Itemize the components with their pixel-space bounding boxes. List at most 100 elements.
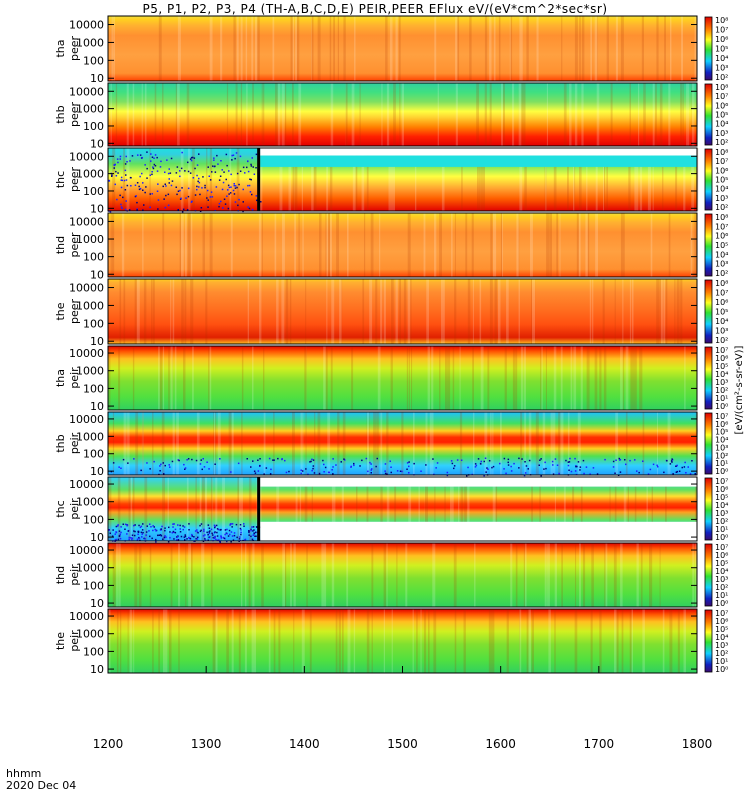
spectrogram-texture xyxy=(109,477,697,541)
colorbar-tick-label: 10² xyxy=(715,73,728,82)
y-tick-label: 10000 xyxy=(69,85,104,98)
colorbar-tick-label: 10⁴ xyxy=(715,567,728,576)
colorbar-tick-label: 10³ xyxy=(715,129,728,138)
colorbar-tick-label: 10⁸ xyxy=(715,279,728,288)
colorbar-tick-label: 10² xyxy=(715,336,728,345)
colorbar-tick-label: 10⁵ xyxy=(715,362,728,371)
colorbar-tick-label: 10³ xyxy=(715,443,728,452)
y-tick-label: 10000 xyxy=(69,19,104,32)
colorbar-tick-label: 10¹ xyxy=(715,657,728,666)
y-tick-label: 1000 xyxy=(76,628,104,641)
y-tick-label: 10 xyxy=(90,137,104,150)
colorbar-tick-label: 10⁰ xyxy=(715,665,728,674)
colorbar xyxy=(704,148,713,211)
spectrogram-texture xyxy=(109,346,686,410)
y-tick-label: 10 xyxy=(90,597,104,610)
colorbar-tick-label: 10² xyxy=(715,386,728,395)
panel-species-label: peir xyxy=(68,432,81,454)
panel-species-label: peer xyxy=(68,167,81,193)
y-tick-label: 1000 xyxy=(76,103,104,116)
y-tick-label: 10000 xyxy=(69,413,104,426)
colorbar-tick-label: 10⁵ xyxy=(715,559,728,568)
y-tick-label: 1000 xyxy=(76,168,104,181)
colorbar-tick-label: 10⁶ xyxy=(715,354,728,363)
y-tick-label: 100 xyxy=(83,645,104,658)
spectrogram-field xyxy=(108,543,697,607)
colorbar-tick-label: 10⁸ xyxy=(715,83,728,92)
y-tick-label: 10000 xyxy=(69,478,104,491)
y-tick-label: 10 xyxy=(90,663,104,676)
colorbar-tick-label: 10⁷ xyxy=(715,92,728,101)
y-tick-label: 100 xyxy=(83,185,104,198)
panel-frame xyxy=(107,82,698,147)
x-tick-label: 1300 xyxy=(191,737,222,751)
y-tick-label: 100 xyxy=(83,579,104,592)
y-tick-label: 10000 xyxy=(69,544,104,557)
spectrogram-field xyxy=(108,16,697,81)
panel-probe-label: tha xyxy=(54,369,67,387)
colorbar-tick-label: 10⁶ xyxy=(715,166,728,175)
y-tick-label: 100 xyxy=(83,120,104,133)
x-tick-label: 1500 xyxy=(387,737,418,751)
colorbar-tick-label: 10⁷ xyxy=(715,609,728,618)
panel-frame xyxy=(107,476,698,542)
colorbar-tick-label: 10⁰ xyxy=(715,467,728,476)
colorbar-tick-label: 10⁵ xyxy=(715,428,728,437)
x-tick-label: 1600 xyxy=(485,737,516,751)
spectrogram-field xyxy=(108,213,697,277)
colorbar xyxy=(704,16,713,81)
noise-speckle xyxy=(108,523,262,543)
spectrogram-field xyxy=(108,346,697,410)
data-gap-region xyxy=(260,521,697,541)
colorbar-tick-label: 10⁰ xyxy=(715,402,728,411)
colorbar xyxy=(704,543,713,607)
y-tick-label: 10000 xyxy=(69,610,104,623)
y-tick-label: 1000 xyxy=(76,299,104,312)
y-tick-label: 100 xyxy=(83,317,104,330)
panel-species-label: peer xyxy=(68,232,81,258)
x-tick-label: 1700 xyxy=(584,737,615,751)
x-tick-label: 1400 xyxy=(289,737,320,751)
colorbar-tick-label: 10³ xyxy=(715,378,728,387)
colorbar-tick-label: 10⁸ xyxy=(715,148,728,157)
colorbar-tick-label: 10⁵ xyxy=(715,308,728,317)
panel-frame xyxy=(107,147,698,212)
spectrogram-texture xyxy=(110,213,697,277)
colorbar-tick-label: 10⁷ xyxy=(715,289,728,298)
colorbar-tick-label: 10⁷ xyxy=(715,543,728,552)
spectrogram-field xyxy=(108,609,697,673)
spectrogram-texture xyxy=(110,83,695,146)
y-tick-label: 1000 xyxy=(76,562,104,575)
colorbar-tick-label: 10⁷ xyxy=(715,26,728,35)
y-tick-label: 1000 xyxy=(76,496,104,509)
colorbar xyxy=(704,477,713,541)
panel-probe-label: thc xyxy=(54,171,67,188)
colorbar-tick-label: 10⁵ xyxy=(715,625,728,634)
noise-speckle xyxy=(110,457,696,477)
time-axis-label: hhmm xyxy=(6,767,42,780)
colorbar-tick-label: 10⁴ xyxy=(715,54,728,63)
colorbar-tick-label: 10⁷ xyxy=(715,477,728,486)
y-tick-label: 1000 xyxy=(76,36,104,49)
panel-frame xyxy=(107,411,698,476)
y-tick-label: 10 xyxy=(90,268,104,281)
colorbar-tick-label: 10⁷ xyxy=(715,157,728,166)
colorbar-tick-label: 10⁴ xyxy=(715,317,728,326)
y-tick-label: 1000 xyxy=(76,430,104,443)
panel-probe-label: thb xyxy=(54,105,67,123)
colorbar-tick-label: 10⁸ xyxy=(715,16,728,25)
spectrogram-texture xyxy=(111,16,697,81)
colorbar-tick-label: 10³ xyxy=(715,260,728,269)
x-tick-label: 1800 xyxy=(682,737,713,751)
colorbar-tick-label: 10³ xyxy=(715,509,728,518)
panel-probe-label: tha xyxy=(54,39,67,57)
panel-frame xyxy=(107,345,698,411)
colorbar-tick-label: 10⁴ xyxy=(715,370,728,379)
spectrogram-texture xyxy=(108,609,686,673)
spectrogram-field xyxy=(108,279,697,344)
y-tick-label: 10 xyxy=(90,202,104,215)
colorbar-tick-label: 10⁵ xyxy=(715,493,728,502)
